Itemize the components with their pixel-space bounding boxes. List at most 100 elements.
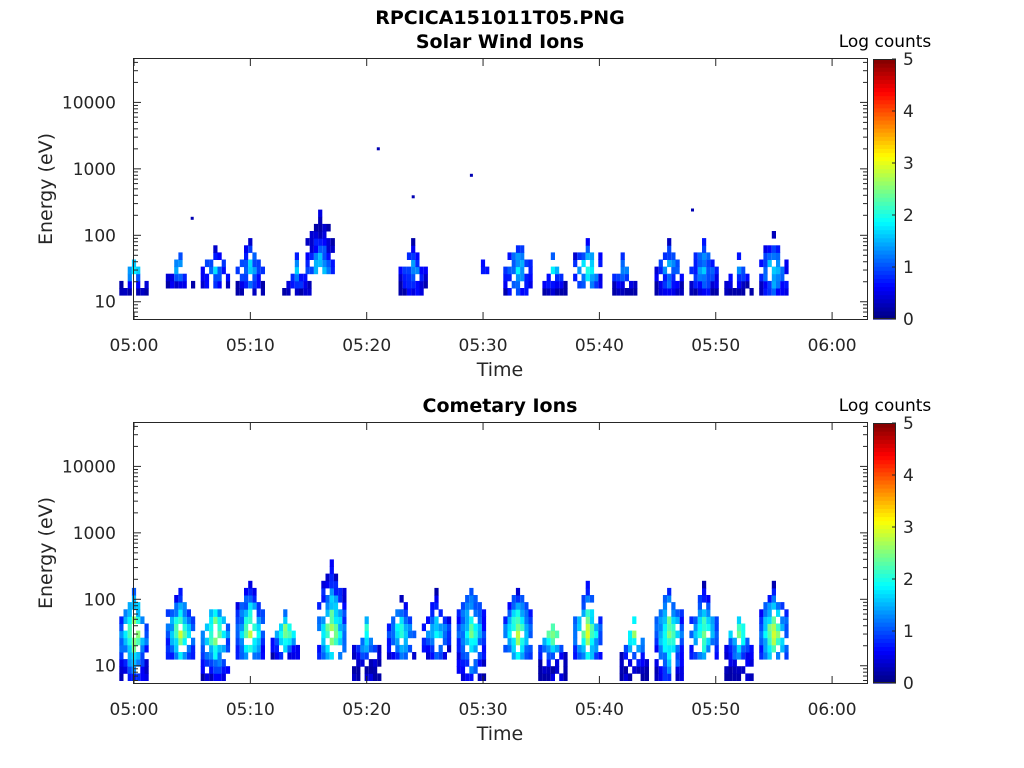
spectrogram-cell [322, 238, 327, 246]
spectrogram-cell [239, 630, 244, 639]
spectrogram-cell [426, 630, 431, 639]
spectrogram-cell [447, 630, 452, 639]
spectrogram-cell [589, 644, 595, 653]
spectrogram-cell [283, 630, 288, 639]
spectrogram-cell [745, 659, 750, 667]
spectrogram-cell [640, 666, 645, 674]
colorbar-segment [873, 557, 896, 562]
y-tick-label: 100 [84, 590, 116, 610]
spectrogram-cell [321, 637, 326, 646]
colorbar-segment [873, 286, 896, 292]
spectrogram-cell [411, 273, 416, 282]
spectrogram-cell [702, 280, 707, 289]
spectrogram-cell [702, 266, 707, 275]
spectrogram-cell [373, 666, 378, 674]
spectrogram-cell [182, 602, 187, 610]
spectrogram-cell [481, 673, 487, 681]
spectrogram-cell [200, 266, 205, 275]
colorbar-segment [873, 492, 896, 497]
spectrogram-cell [473, 630, 478, 639]
colorbar-segment [873, 254, 896, 259]
spectrogram-cell [736, 652, 742, 660]
colorbar-segment [873, 467, 896, 473]
spectrogram-cell [706, 266, 711, 275]
spectrogram-cell [140, 616, 145, 624]
spectrogram-cell [724, 288, 729, 296]
spectrogram-cell [662, 659, 668, 667]
spectrogram-cell [182, 609, 187, 617]
spectrogram-cell [520, 644, 525, 653]
spectrogram-cell [442, 630, 447, 639]
spectrogram-cell [585, 252, 590, 260]
spectrogram-cell [294, 288, 299, 296]
spectrogram-cell [624, 288, 629, 296]
colorbar-segment [873, 609, 896, 615]
spectrogram-cells [119, 147, 789, 296]
spectrogram-cell [520, 637, 525, 646]
spectrogram-cell [244, 609, 249, 617]
colorbar-segment [873, 666, 896, 672]
spectrogram-cell [395, 637, 400, 646]
spectrogram-cell [256, 259, 261, 268]
spectrogram-cell [119, 666, 124, 674]
spectrogram-cell [144, 659, 149, 667]
spectrogram-cell [123, 666, 128, 674]
colorbar-tick-label: 0 [903, 310, 914, 330]
spectrogram-cell [217, 623, 222, 632]
spectrogram-cell [191, 616, 196, 624]
spectrogram-cell [469, 595, 474, 603]
spectrogram-cell [426, 637, 431, 646]
spectrogram-cell [559, 288, 564, 296]
spectrogram-cell [322, 252, 327, 260]
spectrogram-cell [256, 273, 261, 282]
spectrogram-cell [662, 652, 668, 660]
colorbar-segment [873, 156, 896, 162]
spectrogram-cell [305, 252, 310, 260]
spectrogram-cell [342, 616, 347, 624]
spectrogram-cell [594, 280, 599, 289]
spectrogram-cell [321, 595, 326, 603]
spectrogram-cell [326, 252, 331, 260]
spectrogram-cell [338, 616, 343, 624]
spectrogram-cell [679, 652, 684, 660]
spectrogram-cell [550, 630, 555, 639]
spectrogram-cell [313, 223, 319, 232]
spectrogram-cell [252, 266, 257, 275]
spectrogram-cell [248, 587, 253, 596]
spectrogram-cell [538, 673, 543, 681]
spectrogram-cell [524, 609, 529, 617]
spectrogram-cell [780, 602, 785, 610]
colorbar-tick-label: 5 [903, 50, 914, 70]
spectrogram-cell [763, 280, 768, 289]
spectrogram-cell [481, 652, 487, 660]
spectrogram-cell [377, 659, 382, 667]
spectrogram-cell [542, 673, 547, 681]
spectrogram-cell [213, 673, 218, 681]
spectrogram-cell [520, 273, 525, 282]
spectrogram-cell [546, 644, 551, 653]
spectrogram-cell [546, 673, 551, 681]
spectrogram-cell [473, 623, 478, 632]
spectrogram-cell [465, 673, 470, 681]
colorbar-segment [873, 306, 896, 312]
spectrogram-cell [546, 630, 551, 639]
spectrogram-cell [594, 630, 599, 639]
spectrogram-cell [763, 273, 768, 282]
spectrogram-cell [295, 644, 300, 653]
spectrogram-cell [252, 587, 257, 596]
axis-ticks: 05:00 05:10 05:20 05:30 05:40 05:50 06:00 10 100… [62, 59, 867, 356]
colorbar-segment [873, 314, 896, 320]
colorbar-segment [873, 87, 896, 93]
spectrogram-cell [654, 630, 659, 639]
spectrogram-cell [776, 623, 781, 632]
spectrogram-cell [221, 630, 226, 639]
colorbar-segment [873, 548, 896, 554]
colorbar-segment [873, 654, 896, 660]
isolated-point [411, 195, 415, 199]
spectrogram-cell [589, 652, 595, 660]
spectrogram-cell [763, 652, 768, 660]
spectrogram-cell [411, 259, 416, 268]
spectrogram-cell [204, 659, 210, 667]
spectrogram-cell [368, 666, 373, 674]
spectrogram-cell [209, 637, 214, 646]
